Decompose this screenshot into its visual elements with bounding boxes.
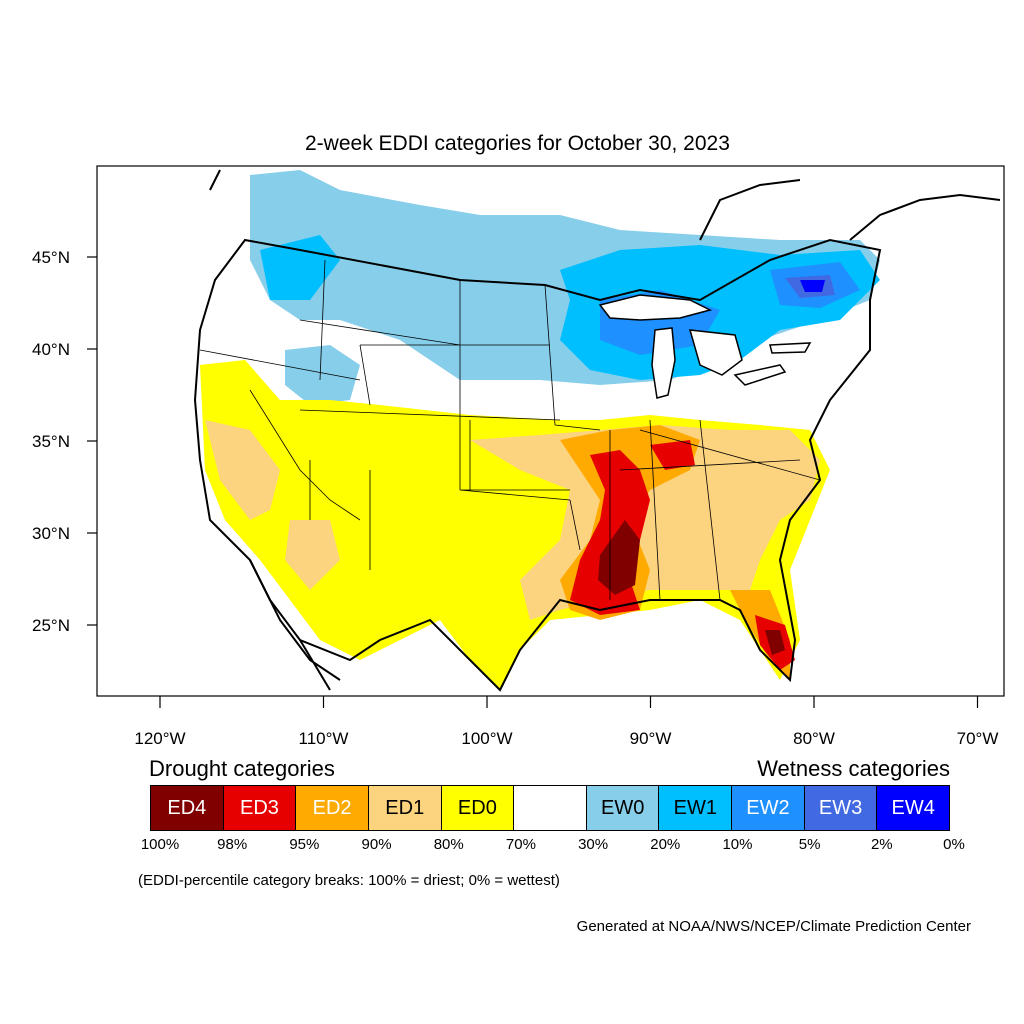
canada-coast (209, 169, 1001, 241)
percentile-break-label: 5% (798, 836, 821, 853)
wet-ew4 (800, 280, 825, 292)
credit-line: Generated at NOAA/NWS/NCEP/Climate Predi… (576, 918, 971, 935)
legend-cell-ew3: EW3 (804, 786, 878, 830)
percentile-break-label: 30% (578, 836, 609, 853)
dry-ed1-west (205, 420, 280, 520)
dry-ed1-sw (285, 520, 340, 590)
legend-cell-ed0: ED0 (441, 786, 515, 830)
legend-cell-ew2: EW2 (732, 786, 805, 830)
map-title: 2-week EDDI categories for October 30, 2… (305, 132, 730, 155)
dry-ed4 (598, 520, 640, 595)
lon-tick-label: 90°W (630, 729, 672, 748)
map-fill-layer (193, 169, 1001, 692)
lat-tick-label: 25°N (32, 616, 70, 635)
legend-cell-ed4: ED4 (151, 786, 224, 830)
lat-tick-label: 30°N (32, 524, 70, 543)
lat-tick-label: 40°N (32, 340, 70, 359)
eddi-map: 45°N 40°N 35°N 30°N 25°N 120°W 110°W 100°W 90°W… (32, 165, 1005, 748)
latitude-axis: 45°N 40°N 35°N 30°N 25°N (32, 248, 97, 635)
lake-michigan (651, 327, 676, 399)
lon-tick-label: 100°W (461, 729, 512, 748)
lon-tick-label: 80°W (793, 729, 835, 748)
drought-categories-heading: Drought categories (149, 756, 335, 781)
percentile-break-label: 95% (289, 836, 320, 853)
wet-west-blob (285, 345, 360, 405)
lake-huron (688, 329, 743, 376)
percentile-break-label: 20% (650, 836, 681, 853)
category-legend: ED4 ED3 ED2 ED1 ED0 EW0 EW1 EW2 EW3 EW4 (150, 785, 950, 831)
state-borders (199, 259, 821, 601)
legend-cell-neutral (514, 786, 587, 830)
percentile-break-label: 98% (217, 836, 248, 853)
mexico-coast (249, 559, 341, 691)
legend-cell-ed3: ED3 (223, 786, 297, 830)
legend-cell-ew0: EW0 (586, 786, 660, 830)
dry-ed3-ky (650, 440, 695, 470)
percentile-break-label: 90% (361, 836, 392, 853)
legend-cell-ed2: ED2 (296, 786, 369, 830)
percentile-break-label: 2% (870, 836, 893, 853)
lon-tick-label: 110°W (299, 729, 349, 748)
legend-cell-ed1: ED1 (368, 786, 442, 830)
percentile-break-label: 10% (722, 836, 753, 853)
lake-superior (598, 294, 713, 321)
legend-cell-ew4: EW4 (877, 786, 950, 830)
lake-erie (733, 364, 787, 386)
map-frame (96, 165, 1005, 697)
percentile-break-label: 0% (943, 836, 965, 853)
lon-tick-label: 120°W (134, 729, 185, 748)
legend-cell-ew1: EW1 (659, 786, 733, 830)
lon-tick-label: 70°W (957, 729, 999, 748)
percentile-break-label: 70% (505, 836, 536, 853)
longitude-axis: 120°W 110°W 100°W 90°W 80°W 70°W (134, 696, 998, 748)
category-note: (EDDI-percentile category breaks: 100% =… (138, 872, 560, 889)
dry-ed4-fl (765, 630, 785, 655)
wetness-categories-heading: Wetness categories (757, 756, 950, 781)
lat-tick-label: 45°N (32, 248, 70, 267)
percentile-break-label: 80% (433, 836, 464, 853)
lake-ontario (769, 342, 812, 354)
dry-ed1 (470, 425, 820, 620)
percentile-break-label: 100% (140, 836, 180, 853)
wet-ew1-west (260, 235, 340, 300)
lat-tick-label: 35°N (32, 432, 70, 451)
